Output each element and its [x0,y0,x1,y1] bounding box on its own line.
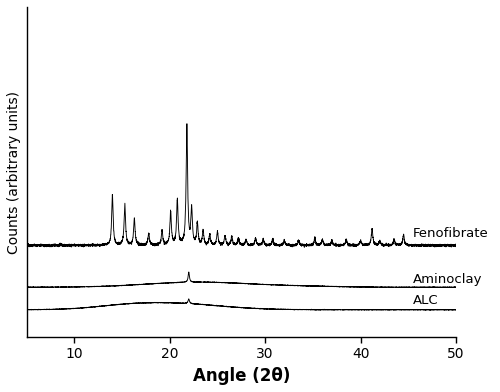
Text: Fenofibrate: Fenofibrate [413,227,489,240]
X-axis label: Angle (2θ): Angle (2θ) [192,367,290,385]
Y-axis label: Counts (arbitrary units): Counts (arbitrary units) [7,91,21,254]
Text: Aminoclay: Aminoclay [413,273,482,286]
Text: ALC: ALC [413,294,438,307]
